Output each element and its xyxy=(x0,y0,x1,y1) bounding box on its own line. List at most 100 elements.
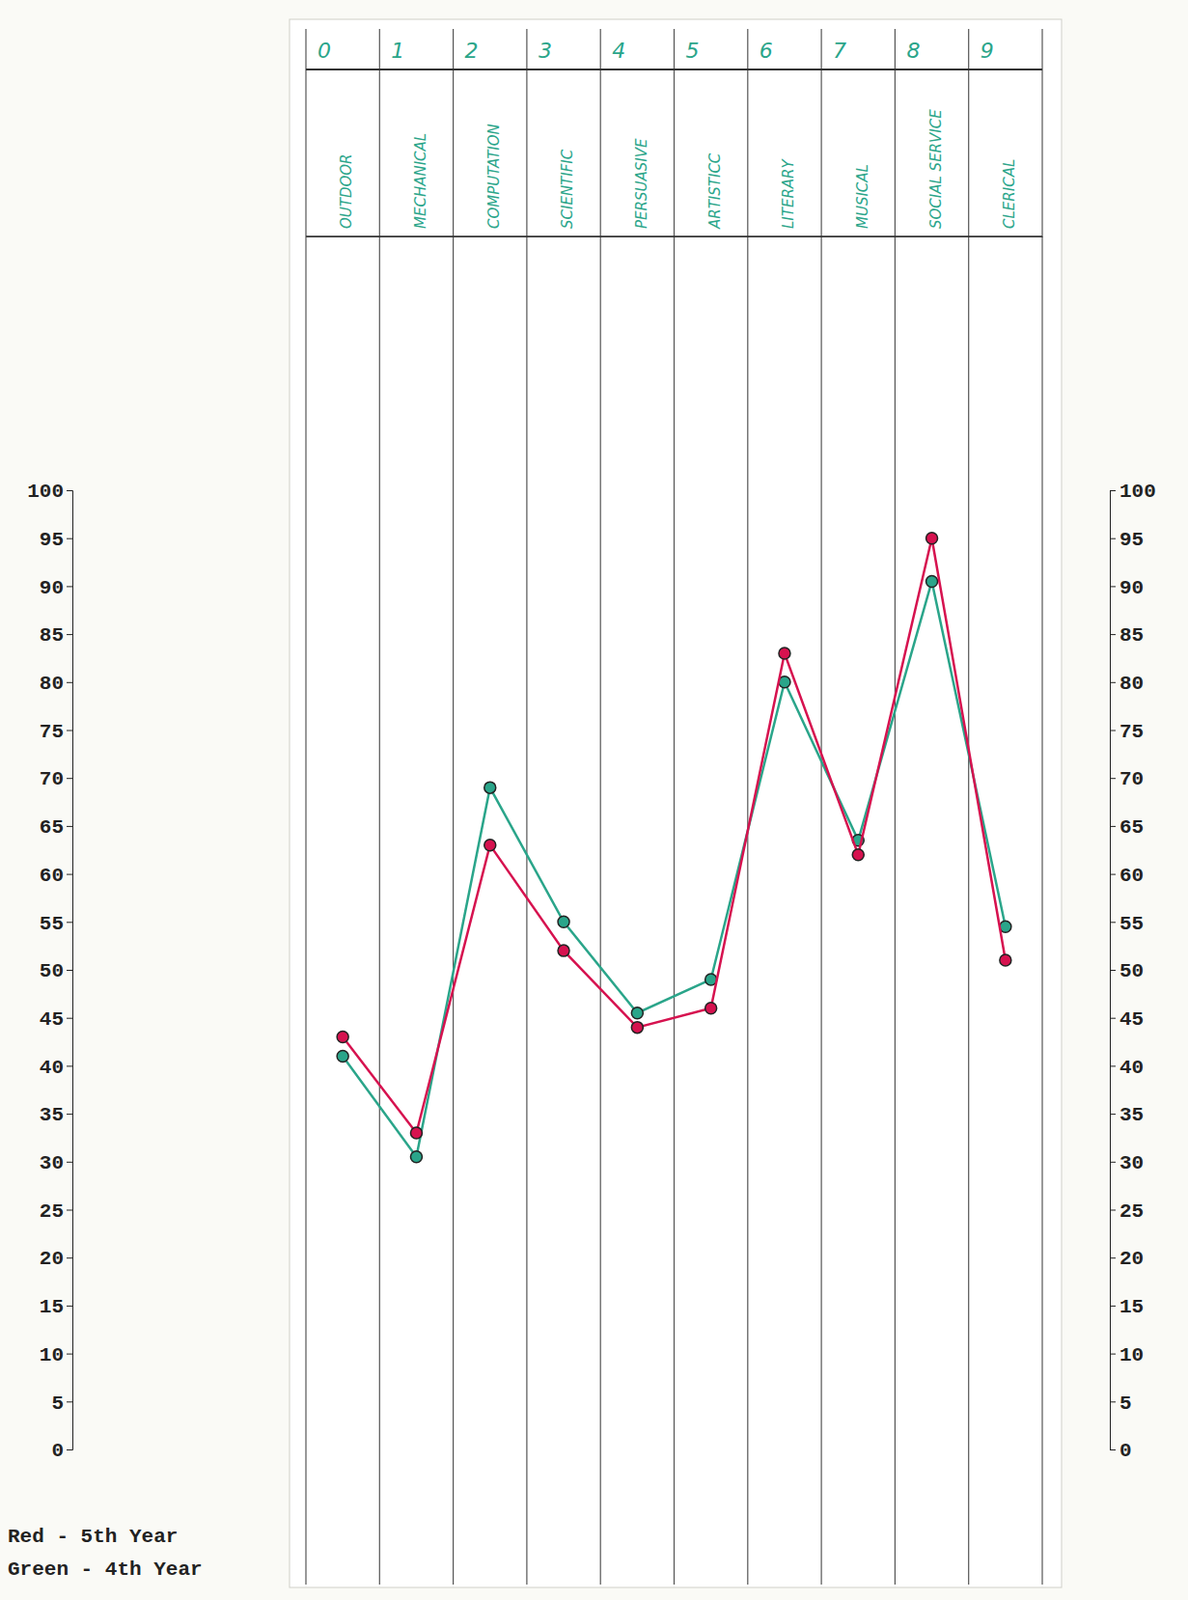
y-tick-mark xyxy=(66,826,73,828)
overlay-sheet xyxy=(289,19,1062,1588)
y-tick-label: 25 xyxy=(39,1200,64,1223)
y-tick: 65 xyxy=(39,816,73,839)
y-tick-label: 35 xyxy=(39,1104,64,1127)
x-tick: CLERICAL xyxy=(1000,159,1019,237)
y-tick: 45 xyxy=(39,1008,73,1031)
y-tick-label: 50 xyxy=(1119,960,1144,983)
y-tick: 10 xyxy=(39,1344,73,1367)
x-tick: ARTISTICC xyxy=(706,152,724,237)
y-tick: 65 xyxy=(1109,816,1144,839)
x-tick-label: OUTDOOR xyxy=(337,153,356,229)
y-tick-label: 60 xyxy=(1119,864,1144,887)
column-line xyxy=(600,28,602,1585)
y-tick-mark xyxy=(1109,874,1116,876)
column-line xyxy=(525,28,527,1585)
series-point xyxy=(926,575,939,587)
y-tick-label: 20 xyxy=(39,1247,64,1271)
series-point xyxy=(484,839,497,852)
y-tick: 90 xyxy=(39,577,73,600)
y-tick: 30 xyxy=(1109,1152,1144,1175)
y-tick-mark xyxy=(1109,1113,1116,1115)
column-line xyxy=(673,28,675,1585)
y-tick-mark xyxy=(1109,1161,1116,1163)
y-tick-mark xyxy=(1109,1401,1116,1403)
y-tick-mark xyxy=(1109,730,1116,732)
y-tick: 45 xyxy=(1109,1008,1144,1031)
x-tick: MECHANICAL xyxy=(412,133,430,237)
y-tick-mark xyxy=(66,1401,73,1403)
y-tick-label: 85 xyxy=(1119,624,1144,647)
y-tick: 100 xyxy=(1109,480,1157,503)
y-tick: 85 xyxy=(1109,624,1144,647)
y-tick-label: 40 xyxy=(39,1056,64,1079)
series-point xyxy=(852,849,864,861)
y-axis-right: 0510152025303540455055606570758085909510… xyxy=(1109,480,1157,1463)
y-tick-mark xyxy=(1109,826,1116,828)
plot-marks xyxy=(336,532,1012,1163)
header-rule xyxy=(305,68,1043,71)
y-tick-label: 25 xyxy=(1119,1200,1144,1223)
y-tick-label: 65 xyxy=(1119,816,1144,839)
y-tick: 20 xyxy=(1109,1247,1144,1271)
y-tick-label: 90 xyxy=(39,577,64,600)
y-tick-label: 100 xyxy=(1119,480,1157,503)
x-tick: PERSUASIVE xyxy=(633,138,651,237)
y-tick-label: 100 xyxy=(27,480,64,503)
y-tick: 70 xyxy=(39,768,73,791)
y-tick: 20 xyxy=(39,1247,73,1271)
series-point xyxy=(999,954,1012,967)
y-tick: 75 xyxy=(1109,720,1144,744)
x-tick-label: SOCIAL SERVICE xyxy=(927,109,945,229)
y-tick: 75 xyxy=(39,720,73,744)
x-tick: SCIENTIFIC xyxy=(558,148,577,237)
y-tick-mark xyxy=(1109,777,1116,779)
column-number: 0 xyxy=(317,38,332,63)
y-tick-mark xyxy=(1109,585,1116,587)
column-line xyxy=(746,28,748,1585)
y-tick-mark xyxy=(1109,1353,1116,1355)
y-tick-mark xyxy=(66,1210,73,1212)
series-point xyxy=(484,781,497,794)
y-tick: 100 xyxy=(27,480,73,503)
series-point xyxy=(778,647,791,660)
column-number: 6 xyxy=(759,38,774,63)
y-tick: 80 xyxy=(1109,672,1144,695)
series-line xyxy=(342,580,1006,1157)
y-tick: 50 xyxy=(1109,960,1144,983)
column-lines xyxy=(305,28,1043,1585)
y-tick-mark xyxy=(66,538,73,540)
column-line xyxy=(379,28,381,1585)
y-tick-mark xyxy=(66,777,73,779)
y-tick-mark xyxy=(66,585,73,587)
y-tick-label: 85 xyxy=(39,624,64,647)
series-point xyxy=(336,1049,349,1062)
y-tick: 85 xyxy=(39,624,73,647)
y-tick-label: 30 xyxy=(39,1152,64,1175)
x-tick-label: MUSICAL xyxy=(854,164,872,229)
y-tick-mark xyxy=(1109,1257,1116,1259)
column-line xyxy=(967,28,969,1585)
y-tick-label: 80 xyxy=(1119,672,1144,695)
column-line xyxy=(1041,28,1043,1585)
y-tick-mark xyxy=(1109,1305,1116,1307)
column-number: 8 xyxy=(906,38,920,63)
y-tick-mark xyxy=(66,921,73,923)
y-tick-mark xyxy=(66,730,73,732)
y-tick: 5 xyxy=(51,1392,73,1415)
series-line xyxy=(342,538,1006,1133)
x-tick: LITERARY xyxy=(779,157,798,237)
y-tick-label: 95 xyxy=(39,528,64,552)
x-axis-line xyxy=(306,236,1044,238)
y-tick: 35 xyxy=(39,1104,73,1127)
header-rule xyxy=(305,235,1043,238)
y-tick-label: 55 xyxy=(39,912,64,936)
y-tick-mark xyxy=(1109,1449,1116,1451)
y-tick-label: 5 xyxy=(1119,1392,1133,1415)
y-tick-label: 70 xyxy=(39,768,64,791)
y-axis-left: 0510152025303540455055606570758085909510… xyxy=(27,480,73,1463)
y-tick-label: 45 xyxy=(39,1008,64,1031)
y-tick: 40 xyxy=(39,1056,73,1079)
y-tick: 0 xyxy=(1109,1439,1133,1463)
y-tick-label: 30 xyxy=(1119,1152,1144,1175)
y-tick-label: 55 xyxy=(1119,912,1144,936)
